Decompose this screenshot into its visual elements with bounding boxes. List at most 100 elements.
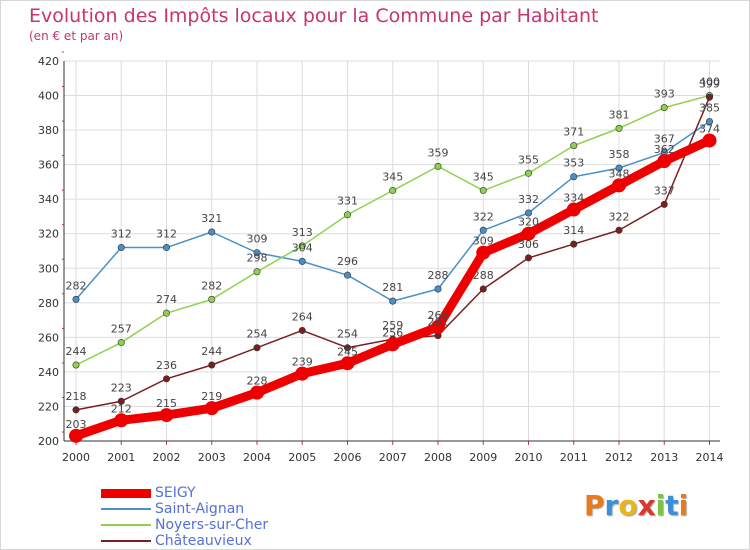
data-point [295,366,310,381]
data-point [253,249,261,257]
y-tick-label: 380 [38,124,59,137]
data-label: 322 [609,210,630,223]
data-label: 244 [66,345,87,358]
data-point [479,187,487,195]
legend: SEIGY Saint-Aignan Noyers-sur-Cher Châteauv… [101,485,268,549]
legend-label: SEIGY [155,485,196,501]
data-label: 296 [337,255,358,268]
data-point [72,295,80,303]
data-label: 367 [654,133,675,146]
data-label: 239 [292,356,313,369]
data-label: 312 [156,228,177,241]
x-tick-label: 2008 [424,451,452,464]
y-tick-label: 360 [38,159,59,172]
data-label: 215 [156,397,177,410]
data-label: 320 [518,216,539,229]
data-point [612,178,626,193]
data-point [479,285,487,293]
data-label: 274 [156,293,177,306]
data-point [524,209,532,217]
x-tick-label: 2007 [379,451,407,464]
data-point [298,257,306,265]
data-point [163,375,171,383]
x-tick-label: 2003 [198,451,226,464]
logo-letter: r [604,489,619,522]
data-point [117,339,125,347]
legend-item: SEIGY [101,485,268,501]
x-tick-label: 2001 [107,451,135,464]
data-point [385,337,400,352]
data-label: 298 [247,252,268,265]
data-point [434,285,442,293]
data-point [208,295,216,303]
data-label: 304 [292,241,313,254]
data-label: 212 [111,402,132,415]
data-label: 332 [518,193,539,206]
x-tick-label: 2004 [243,451,271,464]
data-label: 371 [563,126,584,139]
data-label: 374 [699,122,720,135]
data-label: 353 [563,157,584,170]
data-label: 381 [609,108,630,121]
data-point [521,226,536,241]
x-tick-label: 2014 [696,451,724,464]
x-tick-label: 2002 [153,451,181,464]
data-label: 282 [66,279,87,292]
data-label: 264 [292,310,313,323]
data-label: 331 [337,195,358,208]
x-tick-label: 2000 [62,451,90,464]
data-point [250,385,264,400]
data-point [570,173,578,181]
y-tick-label: 240 [38,366,59,379]
data-label: 348 [609,167,630,180]
data-point [117,397,125,405]
data-label: 254 [337,328,358,341]
data-label: 321 [201,212,222,225]
data-label: 218 [66,390,87,403]
y-tick-label: 280 [38,297,59,310]
x-tick-label: 2011 [560,451,588,464]
data-label: 219 [201,390,222,403]
data-point [657,154,672,169]
data-label: 282 [201,279,222,292]
data-label: 345 [382,171,403,184]
data-label: 245 [337,345,358,358]
y-tick-label: 340 [38,193,59,206]
logo-letter: i [678,489,689,522]
data-point [343,271,351,279]
data-label: 228 [247,375,268,388]
data-point [389,187,397,195]
data-labels: 203 212 215 219 228 239 245 256 266 309 320 334 348 3… [66,76,721,431]
data-point [660,104,668,112]
data-label: 393 [654,88,675,101]
data-point [389,297,397,305]
data-point [298,242,306,250]
data-point [476,245,491,260]
y-tick-label: 260 [38,331,59,344]
data-point [114,413,129,428]
legend-swatch [101,488,151,498]
y-tick-label: 420 [38,55,59,68]
data-point [479,226,487,234]
data-point [340,356,355,371]
legend-label: Saint-Aignan [155,501,245,517]
data-label: 313 [292,226,313,239]
legend-item: Châteauvieux [101,533,268,549]
legend-swatch [101,508,151,510]
data-label: 358 [609,148,630,161]
data-point [159,408,174,423]
logo-letter: o [618,489,638,522]
data-label: 312 [111,228,132,241]
data-label: 355 [518,153,539,166]
series-lines [69,92,717,443]
data-label: 306 [518,238,539,251]
data-label: 266 [428,309,449,322]
x-tick-label: 2010 [515,451,543,464]
data-label: 400 [699,76,720,89]
data-label: 257 [111,323,132,336]
data-label: 309 [473,235,494,248]
data-point [163,244,171,252]
data-label: 314 [563,224,584,237]
data-point [660,200,668,208]
